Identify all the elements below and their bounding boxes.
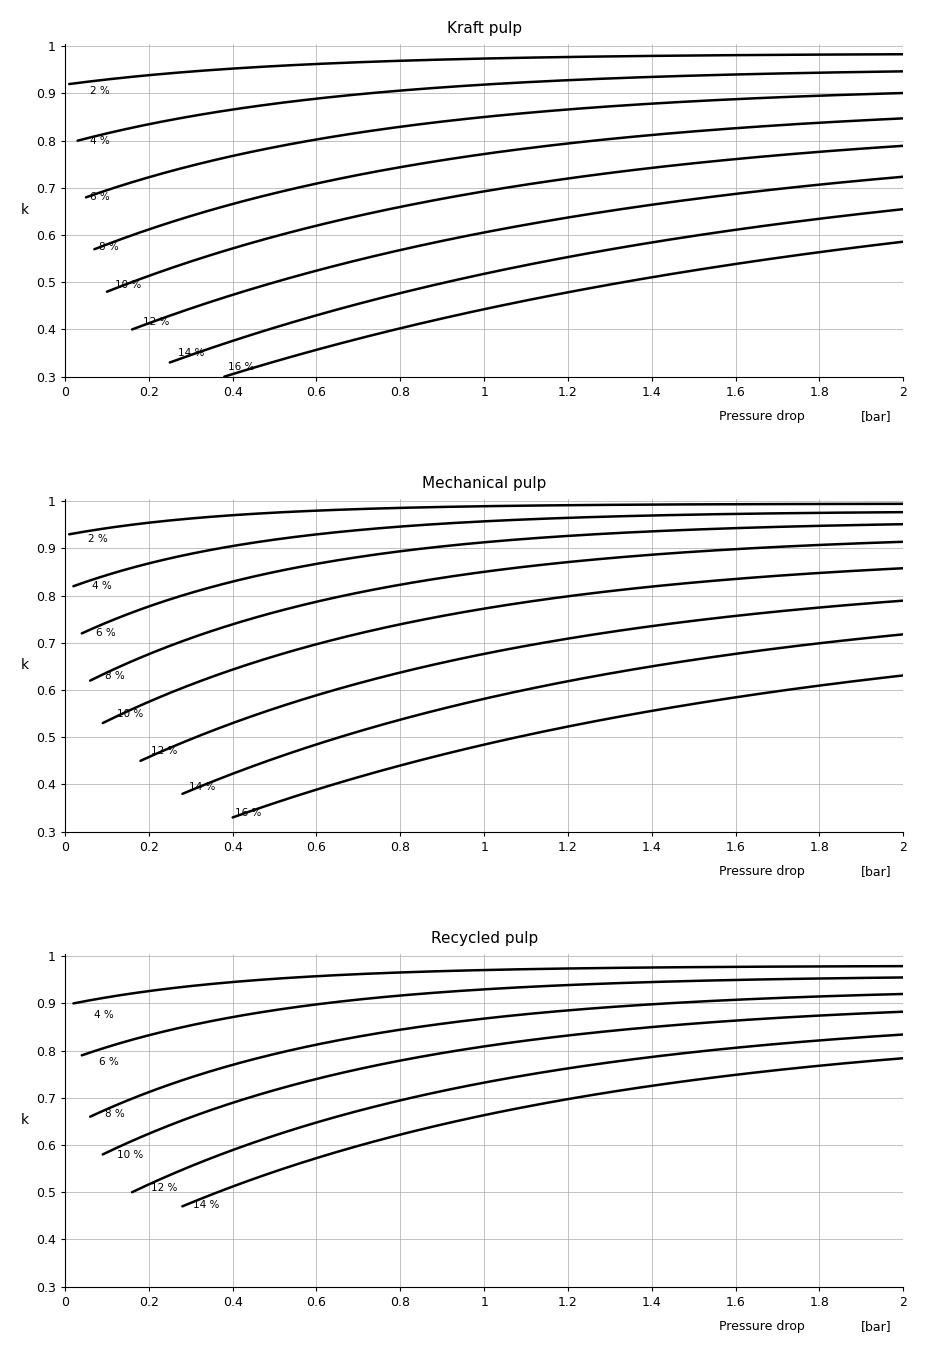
Text: 10 %: 10 % xyxy=(118,1151,144,1161)
Text: 6 %: 6 % xyxy=(90,192,109,203)
Y-axis label: k: k xyxy=(20,1113,29,1127)
Text: 12 %: 12 % xyxy=(151,746,177,757)
Text: 12 %: 12 % xyxy=(143,317,169,327)
Text: 8 %: 8 % xyxy=(105,1109,124,1120)
Text: 8 %: 8 % xyxy=(105,671,124,681)
Y-axis label: k: k xyxy=(20,658,29,673)
Text: 4 %: 4 % xyxy=(95,1011,114,1020)
Text: 4 %: 4 % xyxy=(92,581,112,592)
Text: [bar]: [bar] xyxy=(860,409,891,423)
Text: 14 %: 14 % xyxy=(178,349,204,358)
Text: [bar]: [bar] xyxy=(860,1320,891,1333)
Title: Recycled pulp: Recycled pulp xyxy=(430,931,537,946)
Text: 4 %: 4 % xyxy=(90,135,109,146)
Text: 8 %: 8 % xyxy=(98,242,118,251)
Text: 16 %: 16 % xyxy=(228,362,255,373)
Text: 6 %: 6 % xyxy=(98,1058,118,1067)
Title: Mechanical pulp: Mechanical pulp xyxy=(422,476,546,490)
Text: 10 %: 10 % xyxy=(115,280,142,289)
Title: Kraft pulp: Kraft pulp xyxy=(446,20,521,36)
Text: Pressure drop: Pressure drop xyxy=(718,409,804,423)
Text: [bar]: [bar] xyxy=(860,865,891,878)
Text: 16 %: 16 % xyxy=(235,808,260,817)
Text: 6 %: 6 % xyxy=(96,628,116,639)
Text: 14 %: 14 % xyxy=(188,782,215,792)
Text: 2 %: 2 % xyxy=(88,534,108,544)
Text: Pressure drop: Pressure drop xyxy=(718,1320,804,1333)
Text: Pressure drop: Pressure drop xyxy=(718,865,804,878)
Text: 14 %: 14 % xyxy=(193,1201,219,1210)
Y-axis label: k: k xyxy=(20,203,29,218)
Text: 12 %: 12 % xyxy=(151,1183,177,1193)
Text: 2 %: 2 % xyxy=(90,86,109,96)
Text: 10 %: 10 % xyxy=(118,709,144,719)
